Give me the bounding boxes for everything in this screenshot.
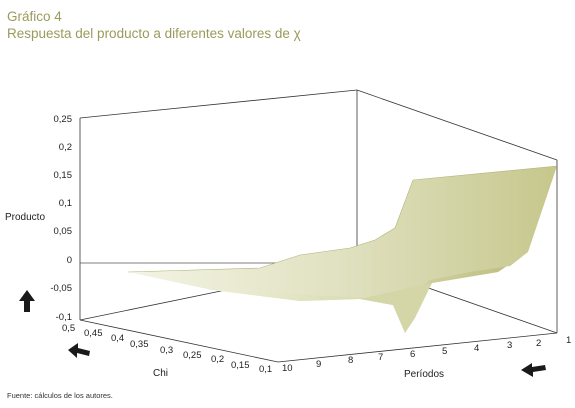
source-note: Fuente: cálculos de los autores. bbox=[7, 391, 113, 400]
arrow-up-icon bbox=[19, 290, 35, 312]
z-tick-label: 0,05 bbox=[54, 226, 73, 237]
frame-chi-axis bbox=[79, 319, 279, 363]
chi-tick-label: 0,45 bbox=[84, 328, 103, 339]
surface-dip bbox=[360, 283, 432, 333]
chi-axis-label: Chi bbox=[153, 368, 168, 379]
chi-tick-label: 0,3 bbox=[160, 345, 173, 356]
frame-period-axis bbox=[277, 332, 558, 363]
period-axis-label: Períodos bbox=[404, 369, 444, 380]
period-tick-label: 10 bbox=[282, 363, 293, 374]
chi-tick-label: 0,25 bbox=[183, 350, 202, 361]
z-tick-label: 0 bbox=[67, 255, 72, 266]
frame-top-back bbox=[79, 89, 358, 119]
z-tick-label: 0,15 bbox=[54, 170, 73, 181]
chi-tick-label: 0,35 bbox=[130, 339, 149, 350]
z-tick-label: -0,05 bbox=[50, 283, 72, 294]
chi-axis: 0,5 0,45 0,4 0,35 0,3 0,25 0,2 0,15 0,1 … bbox=[62, 323, 272, 379]
period-tick-label: 8 bbox=[348, 355, 353, 366]
period-axis: 1 2 3 4 5 6 7 8 9 10 Períodos bbox=[282, 335, 571, 380]
chart-title-block: Gráfico 4 Respuesta del producto a difer… bbox=[7, 8, 301, 42]
chart-label: Gráfico 4 bbox=[7, 9, 62, 24]
period-tick-label: 9 bbox=[316, 359, 321, 370]
chi-tick-label: 0,2 bbox=[211, 354, 224, 365]
period-tick-label: 6 bbox=[410, 349, 415, 360]
period-tick-label: 1 bbox=[566, 335, 571, 346]
chart-subtitle: Respuesta del producto a diferentes valo… bbox=[7, 26, 301, 41]
period-tick-label: 2 bbox=[536, 338, 541, 349]
chi-tick-label: 0,4 bbox=[111, 333, 124, 344]
z-tick-label: 0,25 bbox=[54, 114, 73, 125]
z-axis: 0,25 0,2 0,15 0,1 0,05 0 -0,05 -0,1 Prod… bbox=[5, 114, 72, 323]
period-tick-label: 3 bbox=[507, 340, 512, 351]
surface bbox=[127, 165, 558, 333]
z-axis-label: Producto bbox=[5, 212, 45, 223]
arrow-left-periods-icon bbox=[521, 363, 546, 377]
frame-top-right bbox=[356, 89, 558, 161]
arrows bbox=[19, 290, 546, 377]
z-tick-label: 0,1 bbox=[59, 198, 72, 209]
z-tick-label: -0,1 bbox=[56, 312, 72, 323]
chi-tick-label: 0,1 bbox=[259, 364, 272, 375]
arrow-left-chi-icon bbox=[68, 343, 90, 358]
z-tick-label: 0,2 bbox=[59, 142, 72, 153]
period-tick-label: 4 bbox=[474, 343, 479, 354]
period-tick-label: 7 bbox=[378, 352, 383, 363]
chi-tick-label: 0,15 bbox=[231, 360, 250, 371]
surface-back-band bbox=[128, 166, 557, 305]
surface-ridge-line bbox=[127, 165, 558, 273]
period-tick-label: 5 bbox=[442, 346, 447, 357]
chi-tick-label: 0,5 bbox=[62, 323, 75, 334]
